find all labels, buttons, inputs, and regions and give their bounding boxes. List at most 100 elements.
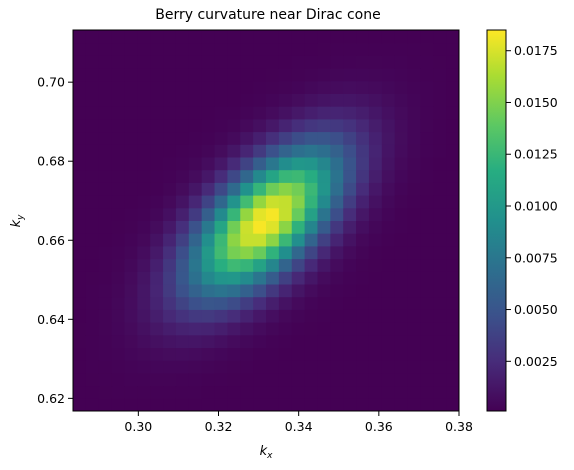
heatmap-cell bbox=[85, 233, 100, 247]
heatmap-cell bbox=[175, 360, 190, 374]
heatmap-cell bbox=[214, 334, 228, 348]
heatmap-cell bbox=[356, 144, 370, 158]
heatmap-cell bbox=[266, 207, 280, 221]
heatmap-cell bbox=[278, 271, 293, 285]
heatmap-cell bbox=[98, 55, 113, 69]
heatmap-cell bbox=[227, 385, 241, 399]
heatmap-cell bbox=[111, 360, 125, 374]
heatmap-cell bbox=[175, 55, 190, 69]
heatmap-cell bbox=[266, 398, 280, 412]
heatmap-cell bbox=[124, 296, 138, 310]
heatmap-cell bbox=[343, 42, 357, 56]
heatmap-cell bbox=[163, 93, 177, 107]
heatmap-cell bbox=[266, 169, 280, 183]
heatmap-cell bbox=[73, 68, 87, 82]
heatmap-cell bbox=[394, 182, 409, 196]
heatmap-cell bbox=[201, 372, 216, 387]
heatmap-cell bbox=[343, 360, 357, 374]
heatmap-cell bbox=[214, 157, 228, 171]
heatmap-cell bbox=[394, 271, 409, 285]
heatmap-cell bbox=[163, 157, 177, 171]
heatmap-cell bbox=[446, 296, 460, 310]
heatmap-cell bbox=[278, 360, 293, 374]
heatmap-cell bbox=[291, 284, 306, 298]
heatmap-cell bbox=[253, 360, 267, 374]
heatmap-cell bbox=[278, 309, 293, 323]
heatmap-cell bbox=[394, 106, 409, 120]
heatmap-cell bbox=[394, 157, 409, 171]
heatmap-cell bbox=[356, 309, 370, 323]
heatmap-cell bbox=[420, 68, 434, 82]
heatmap-cell bbox=[253, 182, 267, 196]
heatmap-cell bbox=[98, 385, 113, 399]
heatmap-cell bbox=[214, 296, 228, 310]
heatmap-cell bbox=[420, 245, 434, 260]
heatmap-cell bbox=[214, 55, 228, 69]
heatmap-cell bbox=[150, 296, 164, 310]
heatmap-cell bbox=[150, 309, 164, 323]
heatmap-cell bbox=[201, 385, 216, 399]
heatmap-cell bbox=[188, 245, 203, 260]
heatmap-cell bbox=[201, 182, 216, 196]
x-axis-label-subscript: x bbox=[266, 451, 273, 461]
heatmap-cell bbox=[98, 118, 113, 133]
heatmap-cell bbox=[111, 80, 125, 94]
heatmap-cell bbox=[73, 258, 87, 272]
heatmap-cell bbox=[446, 106, 460, 120]
heatmap-cell bbox=[330, 372, 344, 387]
heatmap-cell bbox=[433, 157, 447, 171]
heatmap-cell bbox=[214, 245, 228, 260]
heatmap-cell bbox=[111, 398, 125, 412]
heatmap-cell bbox=[124, 68, 138, 82]
heatmap-cell bbox=[227, 42, 241, 56]
heatmap-cell bbox=[163, 271, 177, 285]
heatmap-cell bbox=[201, 284, 216, 298]
heatmap-cell bbox=[85, 334, 100, 348]
heatmap-cell bbox=[240, 42, 254, 56]
heatmap-cell bbox=[98, 322, 113, 336]
heatmap-cell bbox=[150, 106, 164, 120]
heatmap-cell bbox=[291, 398, 306, 412]
heatmap-cell bbox=[381, 322, 396, 336]
heatmap-cell bbox=[227, 271, 241, 285]
heatmap-cell bbox=[98, 169, 113, 183]
heatmap-cell bbox=[175, 93, 190, 107]
heatmap-cell bbox=[124, 169, 138, 183]
heatmap-cell bbox=[137, 220, 151, 234]
heatmap-cell bbox=[317, 258, 331, 272]
heatmap-cell bbox=[304, 169, 318, 183]
heatmap-cell bbox=[163, 220, 177, 234]
x-tick-label: 0.30 bbox=[124, 419, 152, 434]
heatmap-cell bbox=[356, 334, 370, 348]
heatmap-cell bbox=[98, 80, 113, 94]
heatmap-cell bbox=[304, 309, 318, 323]
heatmap-cell bbox=[420, 182, 434, 196]
heatmap-cell bbox=[175, 195, 190, 209]
heatmap-cell bbox=[163, 131, 177, 145]
heatmap-cell bbox=[330, 360, 344, 374]
heatmap-cell bbox=[291, 55, 306, 69]
heatmap-cell bbox=[381, 169, 396, 183]
heatmap-cell bbox=[163, 169, 177, 183]
heatmap-cell bbox=[446, 334, 460, 348]
heatmap-cell bbox=[111, 182, 125, 196]
heatmap-cell bbox=[124, 398, 138, 412]
heatmap-cell bbox=[266, 233, 280, 247]
heatmap-cell bbox=[227, 296, 241, 310]
heatmap-cell bbox=[124, 220, 138, 234]
heatmap-cell bbox=[291, 309, 306, 323]
heatmap-cell bbox=[137, 245, 151, 260]
heatmap-cell bbox=[214, 106, 228, 120]
heatmap-cell bbox=[291, 322, 306, 336]
heatmap-cell bbox=[420, 284, 434, 298]
heatmap-cell bbox=[150, 220, 164, 234]
heatmap-cell bbox=[163, 195, 177, 209]
heatmap-cell bbox=[150, 271, 164, 285]
heatmap-cell bbox=[317, 309, 331, 323]
heatmap-cell bbox=[278, 68, 293, 82]
heatmap-cell bbox=[407, 195, 421, 209]
heatmap-cell bbox=[85, 131, 100, 145]
heatmap-cell bbox=[291, 334, 306, 348]
heatmap-cell bbox=[214, 322, 228, 336]
heatmap-cell bbox=[253, 118, 267, 133]
